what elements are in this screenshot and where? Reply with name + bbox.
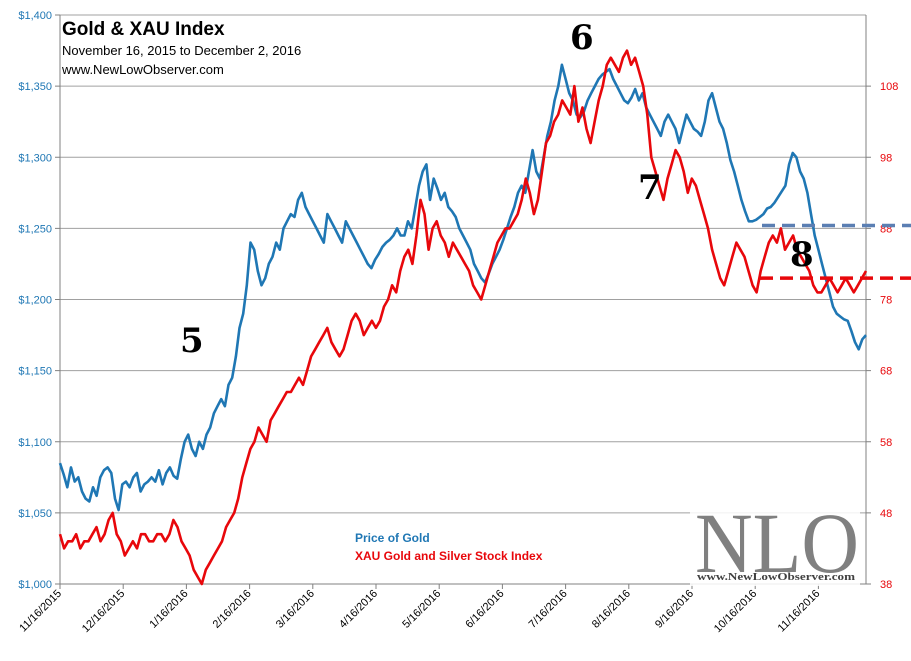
series-xau-line (58, 49, 868, 586)
chart-title: Gold & XAU Index (62, 19, 225, 40)
nlo-logo: NLO www.NewLowObserver.com (690, 495, 860, 591)
left-tick-label: $1,300 (18, 152, 52, 164)
series-gold-line (58, 63, 867, 512)
left-tick-label: $1,100 (18, 437, 52, 449)
logo-url: www.NewLowObserver.com (697, 571, 855, 583)
right-tick-label: 98 (880, 152, 892, 164)
logo-backdrop (690, 508, 860, 586)
left-tick-label: $1,250 (18, 223, 52, 235)
right-tick-label: 78 (880, 295, 892, 307)
legend-xau: XAU Gold and Silver Stock Index (355, 549, 543, 563)
left-axis: $1,000 $1,050 $1,100 $1,150 $1,200 $1,250 $1,3… (18, 10, 61, 591)
right-tick-label: 38 (880, 579, 892, 591)
chart-subtitle: November 16, 2015 to December 2, 2016 (62, 43, 301, 58)
right-tick-label: 108 (880, 81, 898, 93)
left-tick-label: $1,200 (18, 295, 52, 307)
legend-gold: Price of Gold (355, 531, 430, 545)
reference-lines (760, 223, 911, 280)
annotation-5: 5 (180, 321, 204, 361)
left-tick-label: $1,000 (18, 579, 52, 591)
right-tick-label: 68 (880, 366, 892, 378)
left-tick-label: $1,150 (18, 366, 52, 378)
website-text: www.NewLowObserver.com (61, 62, 224, 77)
annotation-7: 7 (638, 168, 662, 208)
right-tick-label: 58 (880, 437, 892, 449)
right-tick-label: 48 (880, 508, 892, 520)
annotation-6: 6 (570, 18, 594, 58)
logo-text: NLO (695, 495, 859, 591)
series-group (58, 49, 868, 586)
left-tick-label: $1,350 (18, 81, 52, 93)
annotation-8: 8 (790, 235, 814, 275)
left-tick-label: $1,050 (18, 508, 52, 520)
left-tick-label: $1,400 (18, 10, 52, 22)
